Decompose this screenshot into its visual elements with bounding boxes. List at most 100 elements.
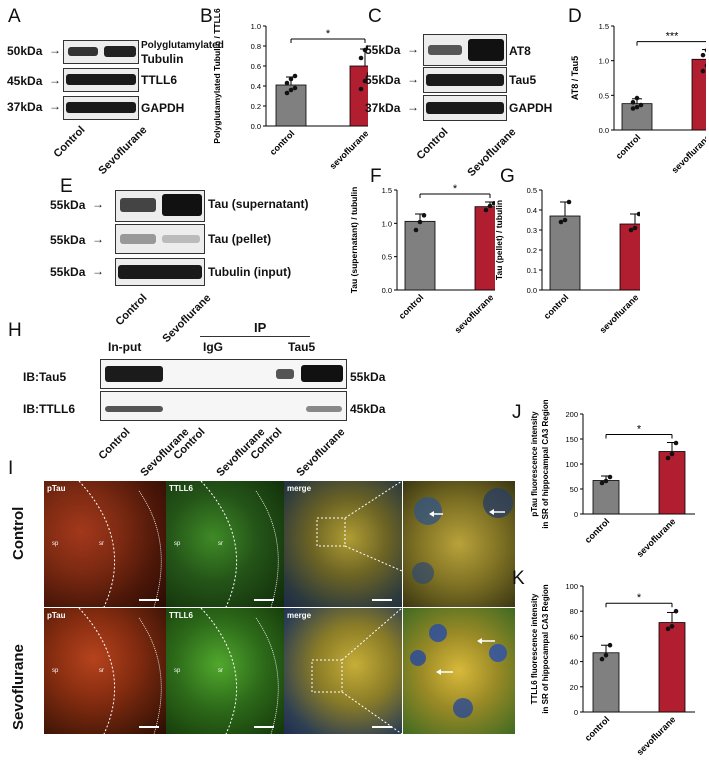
band-label: Tau5 — [509, 73, 537, 87]
ip-divider — [200, 336, 310, 337]
chart-k: 0 20 40 60 80 100 TTLL6 fluorescence intensity… — [530, 582, 695, 757]
bar — [619, 223, 640, 291]
region-label: sp — [174, 668, 181, 674]
region-label: sr — [218, 668, 223, 674]
micrograph-ttll6-sevoflurane: TTLL6 sp sr — [166, 608, 284, 734]
bar — [592, 652, 620, 713]
data-point — [483, 207, 489, 213]
data-point — [491, 201, 495, 206]
data-point — [628, 227, 634, 233]
chart-d: 0.0 0.5 1.0 1.5 AT8 / Tau5 control sevoflurane… — [570, 22, 706, 175]
mw-label: 55kDa — [350, 370, 386, 384]
mw-label: 55kDa — [50, 198, 86, 212]
y-tick-label: 0.0 — [527, 286, 537, 295]
blot-strip — [63, 96, 139, 120]
panel-d-label: D — [568, 6, 582, 27]
data-point — [632, 225, 638, 231]
data-point — [669, 624, 675, 629]
panel-b-label: B — [200, 6, 213, 27]
blot-strip — [423, 67, 507, 93]
band-label: AT8 — [509, 44, 531, 58]
blot-band — [428, 45, 462, 55]
x-tick-label: control — [268, 128, 297, 157]
arrow-icon: → — [407, 100, 419, 114]
y-tick-label: 80 — [570, 607, 578, 616]
y-tick-label: 0.5 — [599, 91, 609, 100]
y-tick-label: 0.3 — [527, 226, 537, 235]
data-point — [366, 44, 368, 50]
y-tick-label: 1.5 — [599, 22, 609, 31]
data-point — [362, 47, 368, 53]
region-label: sp — [52, 668, 59, 674]
significance-label: * — [453, 183, 458, 195]
micrograph-merge-sevoflurane: merge — [284, 608, 402, 734]
data-point — [599, 656, 605, 662]
data-point — [700, 68, 706, 74]
y-tick-label: 200 — [565, 410, 578, 419]
data-point — [603, 653, 609, 658]
data-point — [417, 219, 423, 225]
band-label: Tubulin — [141, 52, 184, 66]
y-tick-label: 0.0 — [382, 286, 392, 295]
band-label: GAPDH — [141, 101, 185, 115]
panel-j-label: J — [512, 402, 522, 423]
y-tick-label: 0 — [574, 708, 578, 717]
blot-band — [120, 234, 156, 244]
y-axis-label: TTLL6 fluorescence intensity — [530, 593, 539, 704]
blot-band — [301, 365, 343, 382]
y-tick-label: 1.0 — [251, 22, 261, 31]
blot-band — [66, 74, 136, 85]
y-tick-label: 0.0 — [599, 126, 609, 135]
blot-strip — [100, 359, 347, 389]
data-point — [636, 211, 640, 217]
y-tick-label: 20 — [570, 683, 578, 692]
y-tick-label: 0.5 — [527, 186, 537, 195]
mw-label: 37kDa — [7, 100, 43, 114]
mw-label: 50kDa — [7, 44, 43, 58]
mw-label: 45kDa — [350, 402, 386, 416]
y-axis-label: Polyglutamylated Tubulin / TTLL6 — [212, 8, 222, 144]
x-tick-label: sevoflurane — [635, 714, 678, 757]
y-tick-label: 0.4 — [527, 206, 537, 215]
micrograph-ptau-sevoflurane: pTau sp sr — [44, 608, 167, 734]
blot-strip — [423, 34, 507, 66]
lane-label: Sevoflurane — [96, 124, 150, 178]
lane-label: Control — [113, 292, 150, 329]
significance-label: * — [637, 592, 642, 604]
data-point — [288, 87, 294, 93]
micrograph-merge-control: merge — [284, 481, 402, 607]
arrow-icon: → — [49, 43, 61, 57]
data-point — [284, 90, 290, 96]
blot-strip — [63, 40, 139, 64]
data-point — [634, 95, 640, 101]
arrow-icon: → — [49, 73, 61, 87]
y-axis-label: Tau (pellet) / tubulin — [494, 200, 504, 280]
data-point — [487, 203, 493, 209]
blot-strip — [115, 190, 205, 222]
stain-label: pTau — [47, 611, 66, 620]
arrow-icon: → — [407, 72, 419, 86]
data-point — [562, 217, 568, 223]
micrograph-ptau-control: pTau sp sr — [44, 481, 167, 607]
stain-label: pTau — [47, 484, 66, 493]
stain-label: merge — [287, 611, 312, 620]
row-label-sevoflurane: Sevoflurane — [10, 644, 27, 730]
y-tick-label: 0.2 — [251, 102, 261, 111]
mw-label: 37kDa — [365, 101, 401, 115]
bar — [691, 58, 706, 131]
data-point — [607, 642, 613, 648]
blot-band — [426, 102, 504, 114]
y-tick-label: 1.0 — [382, 219, 392, 228]
ip-label: IP — [254, 320, 267, 335]
mw-label: 55kDa — [365, 73, 401, 87]
data-point — [358, 86, 364, 92]
arrow-icon: → — [92, 197, 104, 211]
chart-f: 0.0 0.5 1.0 1.5 Tau (supernatant) / tubulin c… — [349, 183, 495, 335]
region-label: sr — [99, 541, 104, 547]
data-point — [704, 48, 706, 53]
data-point — [421, 213, 427, 218]
y-tick-label: 0.0 — [251, 122, 261, 131]
data-point — [413, 227, 419, 233]
x-tick-label: sevoflurane — [598, 292, 640, 335]
ib-label: IB:Tau5 — [23, 370, 67, 384]
